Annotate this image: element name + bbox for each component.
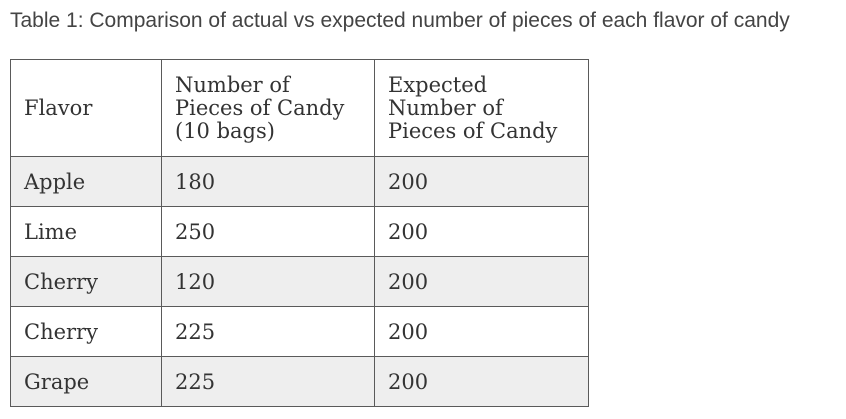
cell-actual: 225 <box>161 356 375 407</box>
table-row: Apple 180 200 <box>10 156 589 207</box>
header-expected-pieces: Expected Number of Pieces of Candy <box>374 59 589 157</box>
table-caption: Table 1: Comparison of actual vs expecte… <box>10 9 790 32</box>
table-row: Lime 250 200 <box>10 206 589 257</box>
table-header-row: Flavor Number of Pieces of Candy (10 bag… <box>10 59 589 157</box>
table-row: Cherry 120 200 <box>10 256 589 307</box>
header-actual-line: (10 bags) <box>175 118 275 143</box>
cell-expected: 200 <box>374 156 589 207</box>
cell-actual: 225 <box>161 306 375 357</box>
cell-flavor: Apple <box>10 156 162 207</box>
header-flavor: Flavor <box>10 59 162 157</box>
table-row: Cherry 225 200 <box>10 306 589 357</box>
header-expected-line: Expected <box>388 72 488 97</box>
cell-flavor: Grape <box>10 356 162 407</box>
header-expected-line: Pieces of Candy <box>388 118 558 143</box>
cell-expected: 200 <box>374 356 589 407</box>
cell-flavor: Lime <box>10 206 162 257</box>
cell-actual: 250 <box>161 206 375 257</box>
header-actual-line: Pieces of Candy <box>175 95 345 120</box>
cell-expected: 200 <box>374 306 589 357</box>
candy-comparison-table: Flavor Number of Pieces of Candy (10 bag… <box>10 59 589 407</box>
cell-expected: 200 <box>374 206 589 257</box>
cell-actual: 120 <box>161 256 375 307</box>
cell-flavor: Cherry <box>10 306 162 357</box>
header-expected-line: Number of <box>388 95 503 120</box>
header-actual-line: Number of <box>175 72 290 97</box>
cell-expected: 200 <box>374 256 589 307</box>
header-flavor-line: Flavor <box>24 95 93 120</box>
cell-flavor: Cherry <box>10 256 162 307</box>
header-actual-pieces: Number of Pieces of Candy (10 bags) <box>161 59 375 157</box>
cell-actual: 180 <box>161 156 375 207</box>
table-row: Grape 225 200 <box>10 356 589 407</box>
